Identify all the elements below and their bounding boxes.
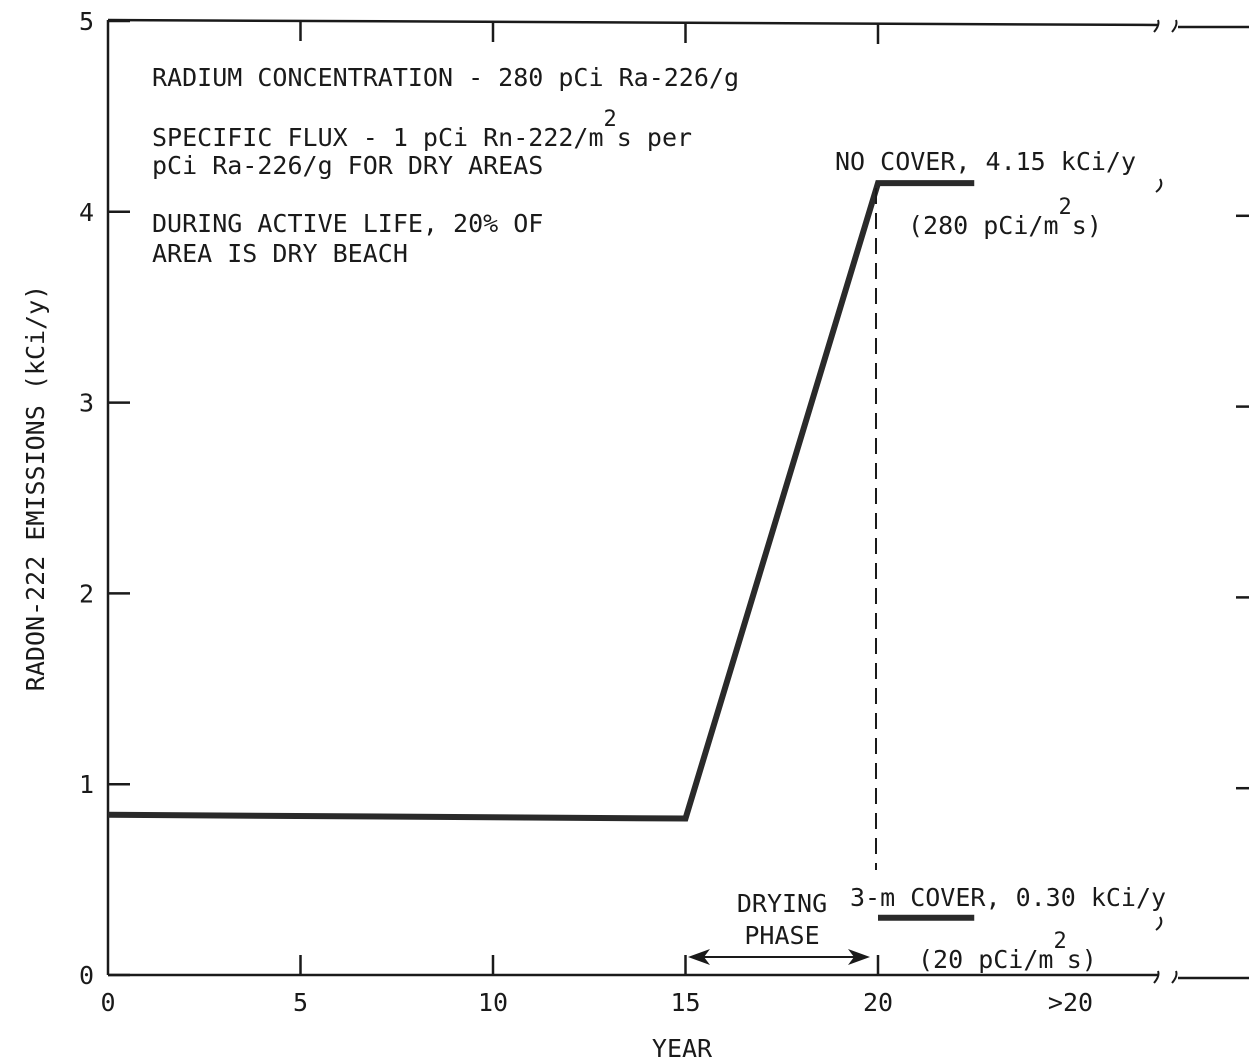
y-tick-label-3: 3 bbox=[79, 389, 94, 418]
top-border bbox=[107, 18, 1159, 27]
annotation-flux-b: s per bbox=[617, 123, 692, 152]
annotation-radium: RADIUM CONCENTRATION - 280 pCi Ra-226/g bbox=[152, 63, 739, 92]
series-break-mark-lower bbox=[1155, 916, 1163, 931]
annotation-no-cover-flux: (280 pCi/m2s) bbox=[908, 195, 1102, 240]
x-tick-label-3: 15 bbox=[670, 988, 700, 1017]
annotation-flux: SPECIFIC FLUX - 1 pCi Rn-222/m2s per bbox=[152, 107, 692, 152]
series-break-mark-upper bbox=[1155, 178, 1163, 193]
y-ticks: 0 1 2 3 4 5 bbox=[79, 7, 130, 990]
x-tick-label-2: 10 bbox=[478, 988, 508, 1017]
x-tick-label-5: >20 bbox=[1048, 988, 1093, 1017]
series-layer bbox=[107, 180, 975, 921]
x-axis-label: YEAR bbox=[652, 1034, 713, 1063]
break-mark-top bbox=[1153, 19, 1160, 33]
annotation-no-cover-flux-sup: 2 bbox=[1059, 195, 1072, 220]
annotation-cover-flux-sup: 2 bbox=[1053, 929, 1066, 954]
top-ticks bbox=[299, 21, 880, 44]
annotation-flux-sup: 2 bbox=[604, 107, 617, 132]
annotation-no-cover: NO COVER, 4.15 kCi/y bbox=[835, 147, 1136, 176]
y-tick-label-0: 0 bbox=[79, 961, 94, 990]
annotation-flux-line2: pCi Ra-226/g FOR DRY AREAS bbox=[152, 151, 543, 180]
series-line-0 bbox=[107, 180, 975, 822]
annotation-active-line2: AREA IS DRY BEACH bbox=[152, 239, 408, 268]
y-axis-label: RADON-222 EMISSIONS (kCi/y) bbox=[21, 285, 50, 691]
annotation-cover-flux: (20 pCi/m2s) bbox=[918, 929, 1097, 974]
break-mark-bottom bbox=[1153, 970, 1160, 984]
annotation-cover: 3-m COVER, 0.30 kCi/y bbox=[850, 883, 1166, 912]
x-tick-label-4: 20 bbox=[863, 988, 893, 1017]
x-tick-label-1: 5 bbox=[293, 988, 308, 1017]
annotation-active-line1: DURING ACTIVE LIFE, 20% OF bbox=[152, 209, 543, 238]
annotation-drying-line1: DRYING bbox=[737, 889, 827, 918]
x-tick-label-0: 0 bbox=[100, 988, 115, 1017]
y-tick-label-5: 5 bbox=[79, 7, 94, 36]
annotation-drying-line2: PHASE bbox=[744, 921, 819, 950]
y-tick-label-4: 4 bbox=[79, 198, 94, 227]
y-tick-label-1: 1 bbox=[79, 770, 94, 799]
annotation-no-cover-flux-b: s) bbox=[1072, 211, 1102, 240]
right-axis-ticks bbox=[1236, 214, 1249, 790]
x-ticks: 0 5 10 15 20 >20 bbox=[100, 955, 1093, 1017]
break-mark-top-right bbox=[1171, 19, 1178, 33]
break-mark-bottom-right bbox=[1171, 970, 1178, 984]
y-tick-label-2: 2 bbox=[79, 579, 94, 608]
annotation-cover-flux-b: s) bbox=[1067, 945, 1097, 974]
annotation-no-cover-flux-a: (280 pCi/m bbox=[908, 211, 1059, 240]
annotation-cover-flux-a: (20 pCi/m bbox=[918, 945, 1053, 974]
annotation-flux-a: SPECIFIC FLUX - 1 pCi Rn-222/m bbox=[152, 123, 604, 152]
drying-phase-arrow bbox=[688, 949, 870, 965]
